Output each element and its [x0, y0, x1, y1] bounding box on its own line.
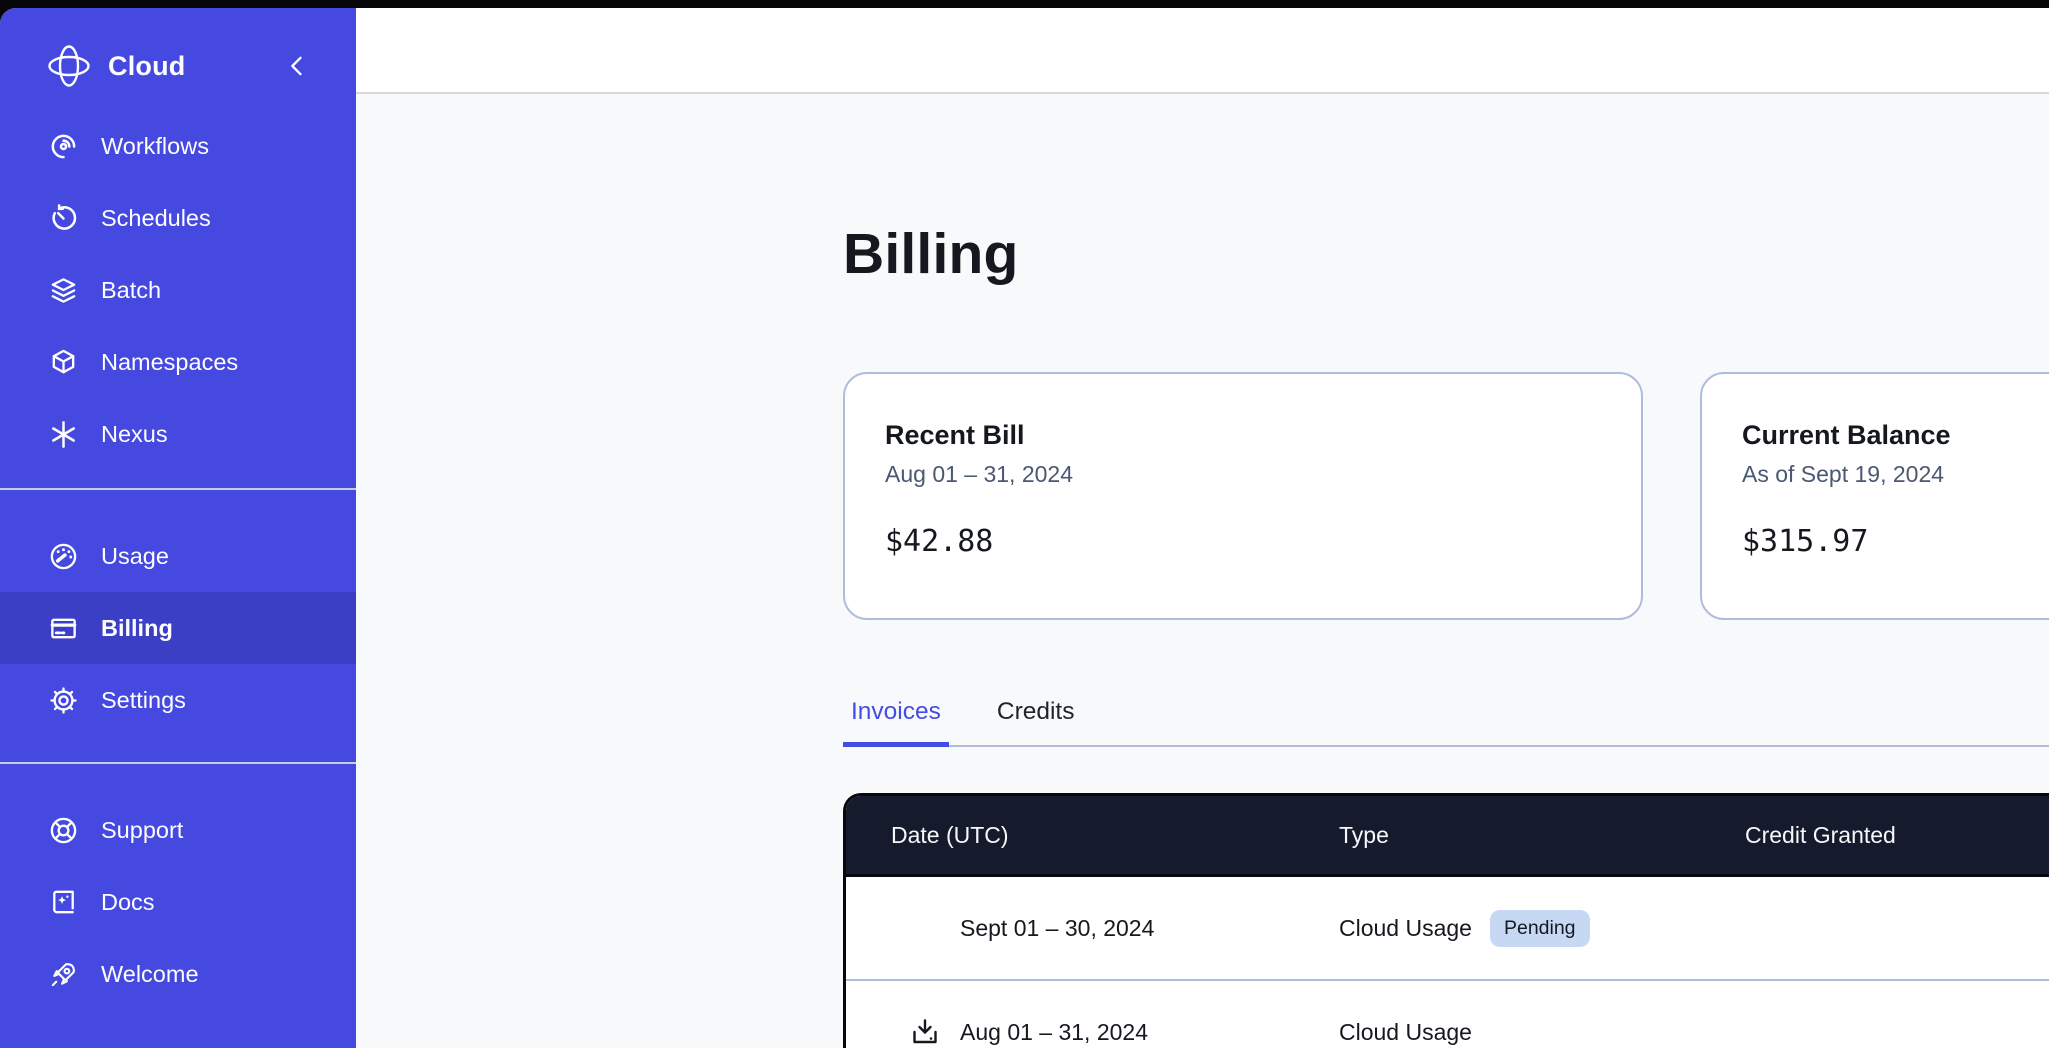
billing-icon	[48, 613, 79, 644]
sidebar-item-welcome[interactable]: Welcome	[0, 938, 356, 1010]
namespaces-icon	[48, 347, 79, 378]
download-invoice-icon[interactable]	[908, 1015, 942, 1048]
workflows-icon	[48, 131, 79, 162]
card-amount: $42.88	[885, 524, 994, 559]
sidebar-item-label: Support	[101, 816, 184, 843]
support-icon	[48, 815, 79, 846]
table-row: Aug 01 – 31, 2024 Cloud Usage	[846, 979, 2049, 1048]
brand-cloud[interactable]: Cloud	[0, 22, 356, 110]
sidebar-divider	[0, 762, 356, 764]
sidebar-item-namespaces[interactable]: Namespaces	[0, 326, 356, 398]
card-period: Aug 01 – 31, 2024	[885, 461, 1073, 487]
app-window: Cloud Workflows	[0, 8, 2049, 1048]
batch-icon	[48, 275, 79, 306]
sidebar-item-nexus[interactable]: Nexus	[0, 398, 356, 470]
tab-credits[interactable]: Credits	[996, 698, 1075, 725]
schedules-icon	[48, 203, 79, 234]
column-header-date: Date (UTC)	[891, 821, 1009, 848]
invoice-date: Sept 01 – 30, 2024	[960, 914, 1155, 941]
invoice-type-cell: Cloud Usage	[1339, 1019, 1745, 1046]
invoices-table: Date (UTC) Type Credit Granted Sept 01 –…	[843, 793, 2049, 1048]
card-title: Recent Bill	[885, 420, 1025, 450]
column-header-credit-granted: Credit Granted	[1745, 821, 1896, 848]
table-header-row: Date (UTC) Type Credit Granted	[846, 796, 2049, 877]
topbar	[356, 8, 2049, 94]
invoice-type: Cloud Usage	[1339, 1018, 1472, 1045]
settings-icon	[48, 685, 79, 716]
billing-page: Billing Recent Bill Aug 01 – 31, 2024 $4…	[356, 218, 2049, 1048]
sidebar-item-label: Billing	[101, 614, 173, 641]
sidebar-item-workflows[interactable]: Workflows	[0, 110, 356, 182]
download-placeholder	[908, 911, 942, 945]
sidebar: Cloud Workflows	[0, 8, 356, 1048]
usage-icon	[48, 541, 79, 572]
chevron-left-icon[interactable]	[282, 51, 312, 81]
sidebar-item-docs[interactable]: Docs	[0, 866, 356, 938]
sidebar-item-label: Batch	[101, 276, 162, 303]
sidebar-divider	[0, 488, 356, 490]
sidebar-item-label: Workflows	[101, 132, 209, 159]
welcome-rocket-icon	[48, 959, 79, 990]
invoice-date-cell: Aug 01 – 31, 2024	[846, 1015, 1339, 1048]
invoice-date: Aug 01 – 31, 2024	[960, 1018, 1148, 1045]
sidebar-item-label: Welcome	[101, 960, 199, 987]
sidebar-item-settings[interactable]: Settings	[0, 664, 356, 736]
card-amount: $315.97	[1742, 524, 1869, 559]
temporal-cloud-logo-icon	[46, 43, 92, 89]
current-balance-card: Current Balance As of Sept 19, 2024 $315…	[1700, 372, 2049, 620]
sidebar-item-support[interactable]: Support	[0, 794, 356, 866]
card-period: As of Sept 19, 2024	[1742, 461, 1945, 487]
card-title: Current Balance	[1742, 420, 1951, 450]
table-row: Sept 01 – 30, 2024 Cloud Usage Pending	[846, 877, 2049, 979]
sidebar-item-batch[interactable]: Batch	[0, 254, 356, 326]
docs-icon	[48, 887, 79, 918]
status-badge: Pending	[1489, 909, 1590, 947]
tab-invoices[interactable]: Invoices	[843, 698, 949, 747]
sidebar-item-usage[interactable]: Usage	[0, 520, 356, 592]
page-title: Billing	[843, 222, 1019, 286]
column-header-type: Type	[1339, 821, 1389, 848]
sidebar-item-label: Settings	[101, 686, 186, 713]
invoice-date-cell: Sept 01 – 30, 2024	[846, 911, 1339, 945]
main-area: Billing Recent Bill Aug 01 – 31, 2024 $4…	[356, 8, 2049, 1048]
recent-bill-card: Recent Bill Aug 01 – 31, 2024 $42.88	[843, 372, 1643, 620]
billing-tabs: Invoices Credits	[843, 698, 2049, 747]
nexus-icon	[48, 419, 79, 450]
sidebar-item-label: Docs	[101, 888, 155, 915]
invoice-type: Cloud Usage	[1339, 914, 1472, 941]
invoice-type-cell: Cloud Usage Pending	[1339, 909, 1745, 947]
sidebar-item-label: Usage	[101, 542, 169, 569]
sidebar-item-billing[interactable]: Billing	[0, 592, 356, 664]
brand-label: Cloud	[108, 50, 186, 81]
sidebar-item-label: Nexus	[101, 420, 168, 447]
sidebar-item-label: Namespaces	[101, 348, 239, 375]
sidebar-item-label: Schedules	[101, 204, 211, 231]
summary-cards: Recent Bill Aug 01 – 31, 2024 $42.88 Cur…	[843, 372, 2049, 620]
sidebar-item-schedules[interactable]: Schedules	[0, 182, 356, 254]
